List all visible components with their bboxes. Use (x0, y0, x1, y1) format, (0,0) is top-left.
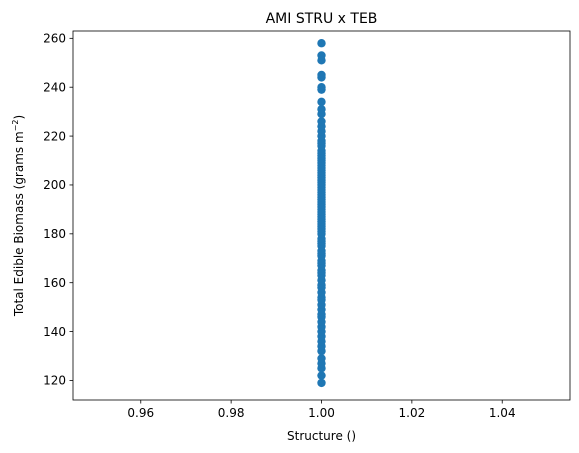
y-axis-label-superscript: −2 (11, 120, 20, 132)
x-axis-ticks: 0.96 0.98 1.00 1.02 1.04 (127, 400, 516, 420)
data-point (317, 104, 326, 114)
data-point (317, 83, 326, 92)
y-tick-label: 140 (43, 325, 66, 339)
y-axis-ticks: 120 140 160 180 200 220 240 260 (43, 32, 73, 388)
y-axis-label-end: ) (12, 115, 26, 120)
y-tick-label: 120 (43, 374, 66, 388)
x-tick-label: 1.02 (399, 406, 426, 420)
y-tick-label: 160 (43, 276, 66, 290)
data-point (317, 371, 326, 380)
y-tick-label: 180 (43, 227, 66, 241)
x-tick-label: 0.96 (127, 406, 154, 420)
data-point (317, 378, 326, 388)
x-tick-label: 1.04 (489, 406, 516, 420)
data-point (317, 117, 326, 126)
x-tick-label: 1.00 (308, 406, 335, 420)
x-axis-label: Structure () (287, 429, 356, 443)
y-axis-label: Total Edible Biomass (grams m−2) (11, 115, 26, 317)
chart-title: AMI STRU x TEB (266, 11, 378, 27)
x-tick-label: 0.98 (218, 406, 245, 420)
y-axis-label-main: Total Edible Biomass (grams m (12, 131, 26, 317)
data-point (317, 97, 326, 107)
data-point (317, 70, 326, 80)
data-point (317, 51, 326, 60)
y-tick-label: 240 (43, 80, 66, 94)
y-tick-label: 200 (43, 178, 66, 192)
y-tick-label: 260 (43, 32, 66, 46)
data-points (317, 39, 326, 388)
data-point (317, 39, 326, 48)
data-point (317, 354, 326, 363)
y-tick-label: 220 (43, 129, 66, 143)
